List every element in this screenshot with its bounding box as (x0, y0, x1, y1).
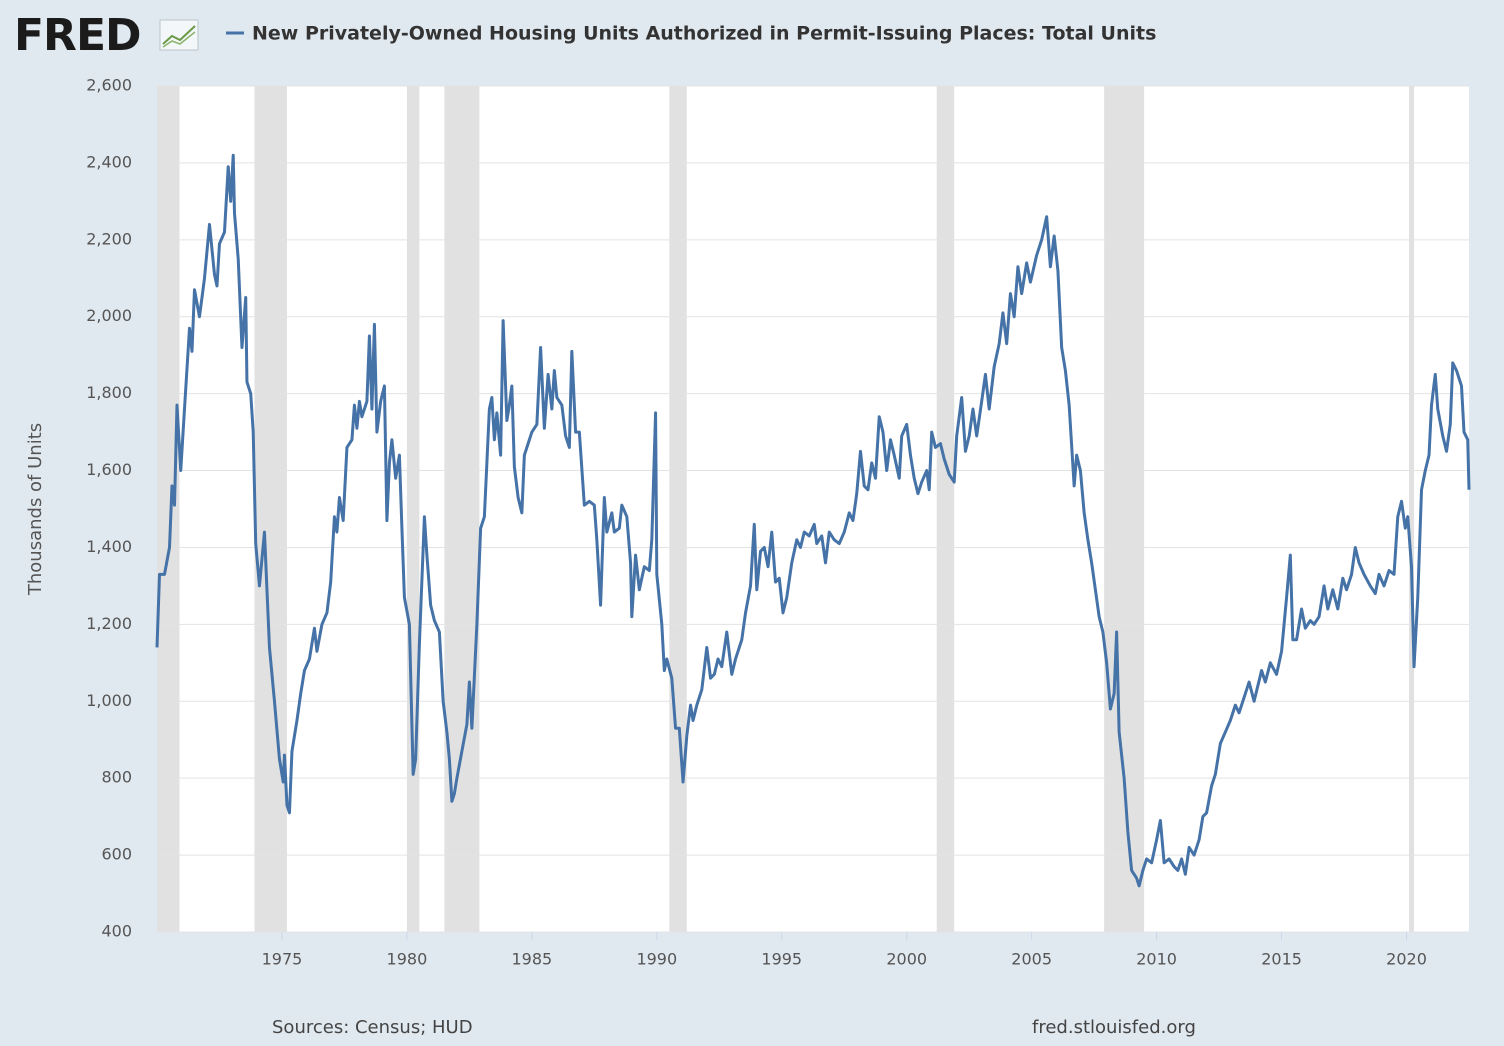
logo-line (162, 31, 196, 48)
x-tick-label: 2005 (1011, 950, 1052, 969)
y-axis-title: Thousands of Units (25, 423, 46, 596)
recession-band (1104, 86, 1145, 932)
legend-label: New Privately-Owned Housing Units Author… (252, 23, 1156, 45)
brand-logo[interactable]: FRED (14, 10, 142, 61)
x-tick-label: 2015 (1261, 950, 1302, 969)
recession-band (157, 86, 180, 932)
x-tick-label: 2020 (1386, 950, 1427, 969)
recession-band (1409, 86, 1415, 932)
logo-line (162, 25, 196, 45)
data-line (155, 153, 1471, 888)
recession-band (444, 86, 480, 932)
y-tick-label: 1,800 (86, 383, 132, 402)
y-tick-label: 1,200 (86, 614, 132, 633)
x-tick-label: 1985 (511, 950, 552, 969)
recession-band (254, 86, 287, 932)
recession-band (406, 86, 420, 932)
y-tick-label: 400 (101, 922, 132, 941)
x-tick-label: 2000 (886, 950, 927, 969)
y-tick-label: 2,000 (86, 306, 132, 325)
x-tick-label: 1995 (761, 950, 802, 969)
y-tick-label: 1,400 (86, 537, 132, 556)
y-tick-label: 2,400 (86, 152, 132, 171)
source-note: Sources: Census; HUD (272, 1017, 473, 1038)
y-tick-label: 600 (101, 845, 132, 864)
y-tick-label: 2,600 (86, 76, 132, 95)
recession-band (669, 86, 687, 932)
y-tick-label: 1,000 (86, 691, 132, 710)
x-tick-label: 1980 (387, 950, 428, 969)
y-tick-label: 1,600 (86, 460, 132, 479)
site-url[interactable]: fred.stlouisfed.org (1032, 1017, 1196, 1038)
y-tick-label: 800 (101, 768, 132, 787)
x-tick-label: 1975 (262, 950, 303, 969)
plot-area (157, 86, 1469, 932)
recession-band (936, 86, 955, 932)
x-tick-label: 2010 (1136, 950, 1177, 969)
x-tick-label: 1990 (636, 950, 677, 969)
logo-icon (159, 19, 199, 51)
y-tick-label: 2,200 (86, 229, 132, 248)
